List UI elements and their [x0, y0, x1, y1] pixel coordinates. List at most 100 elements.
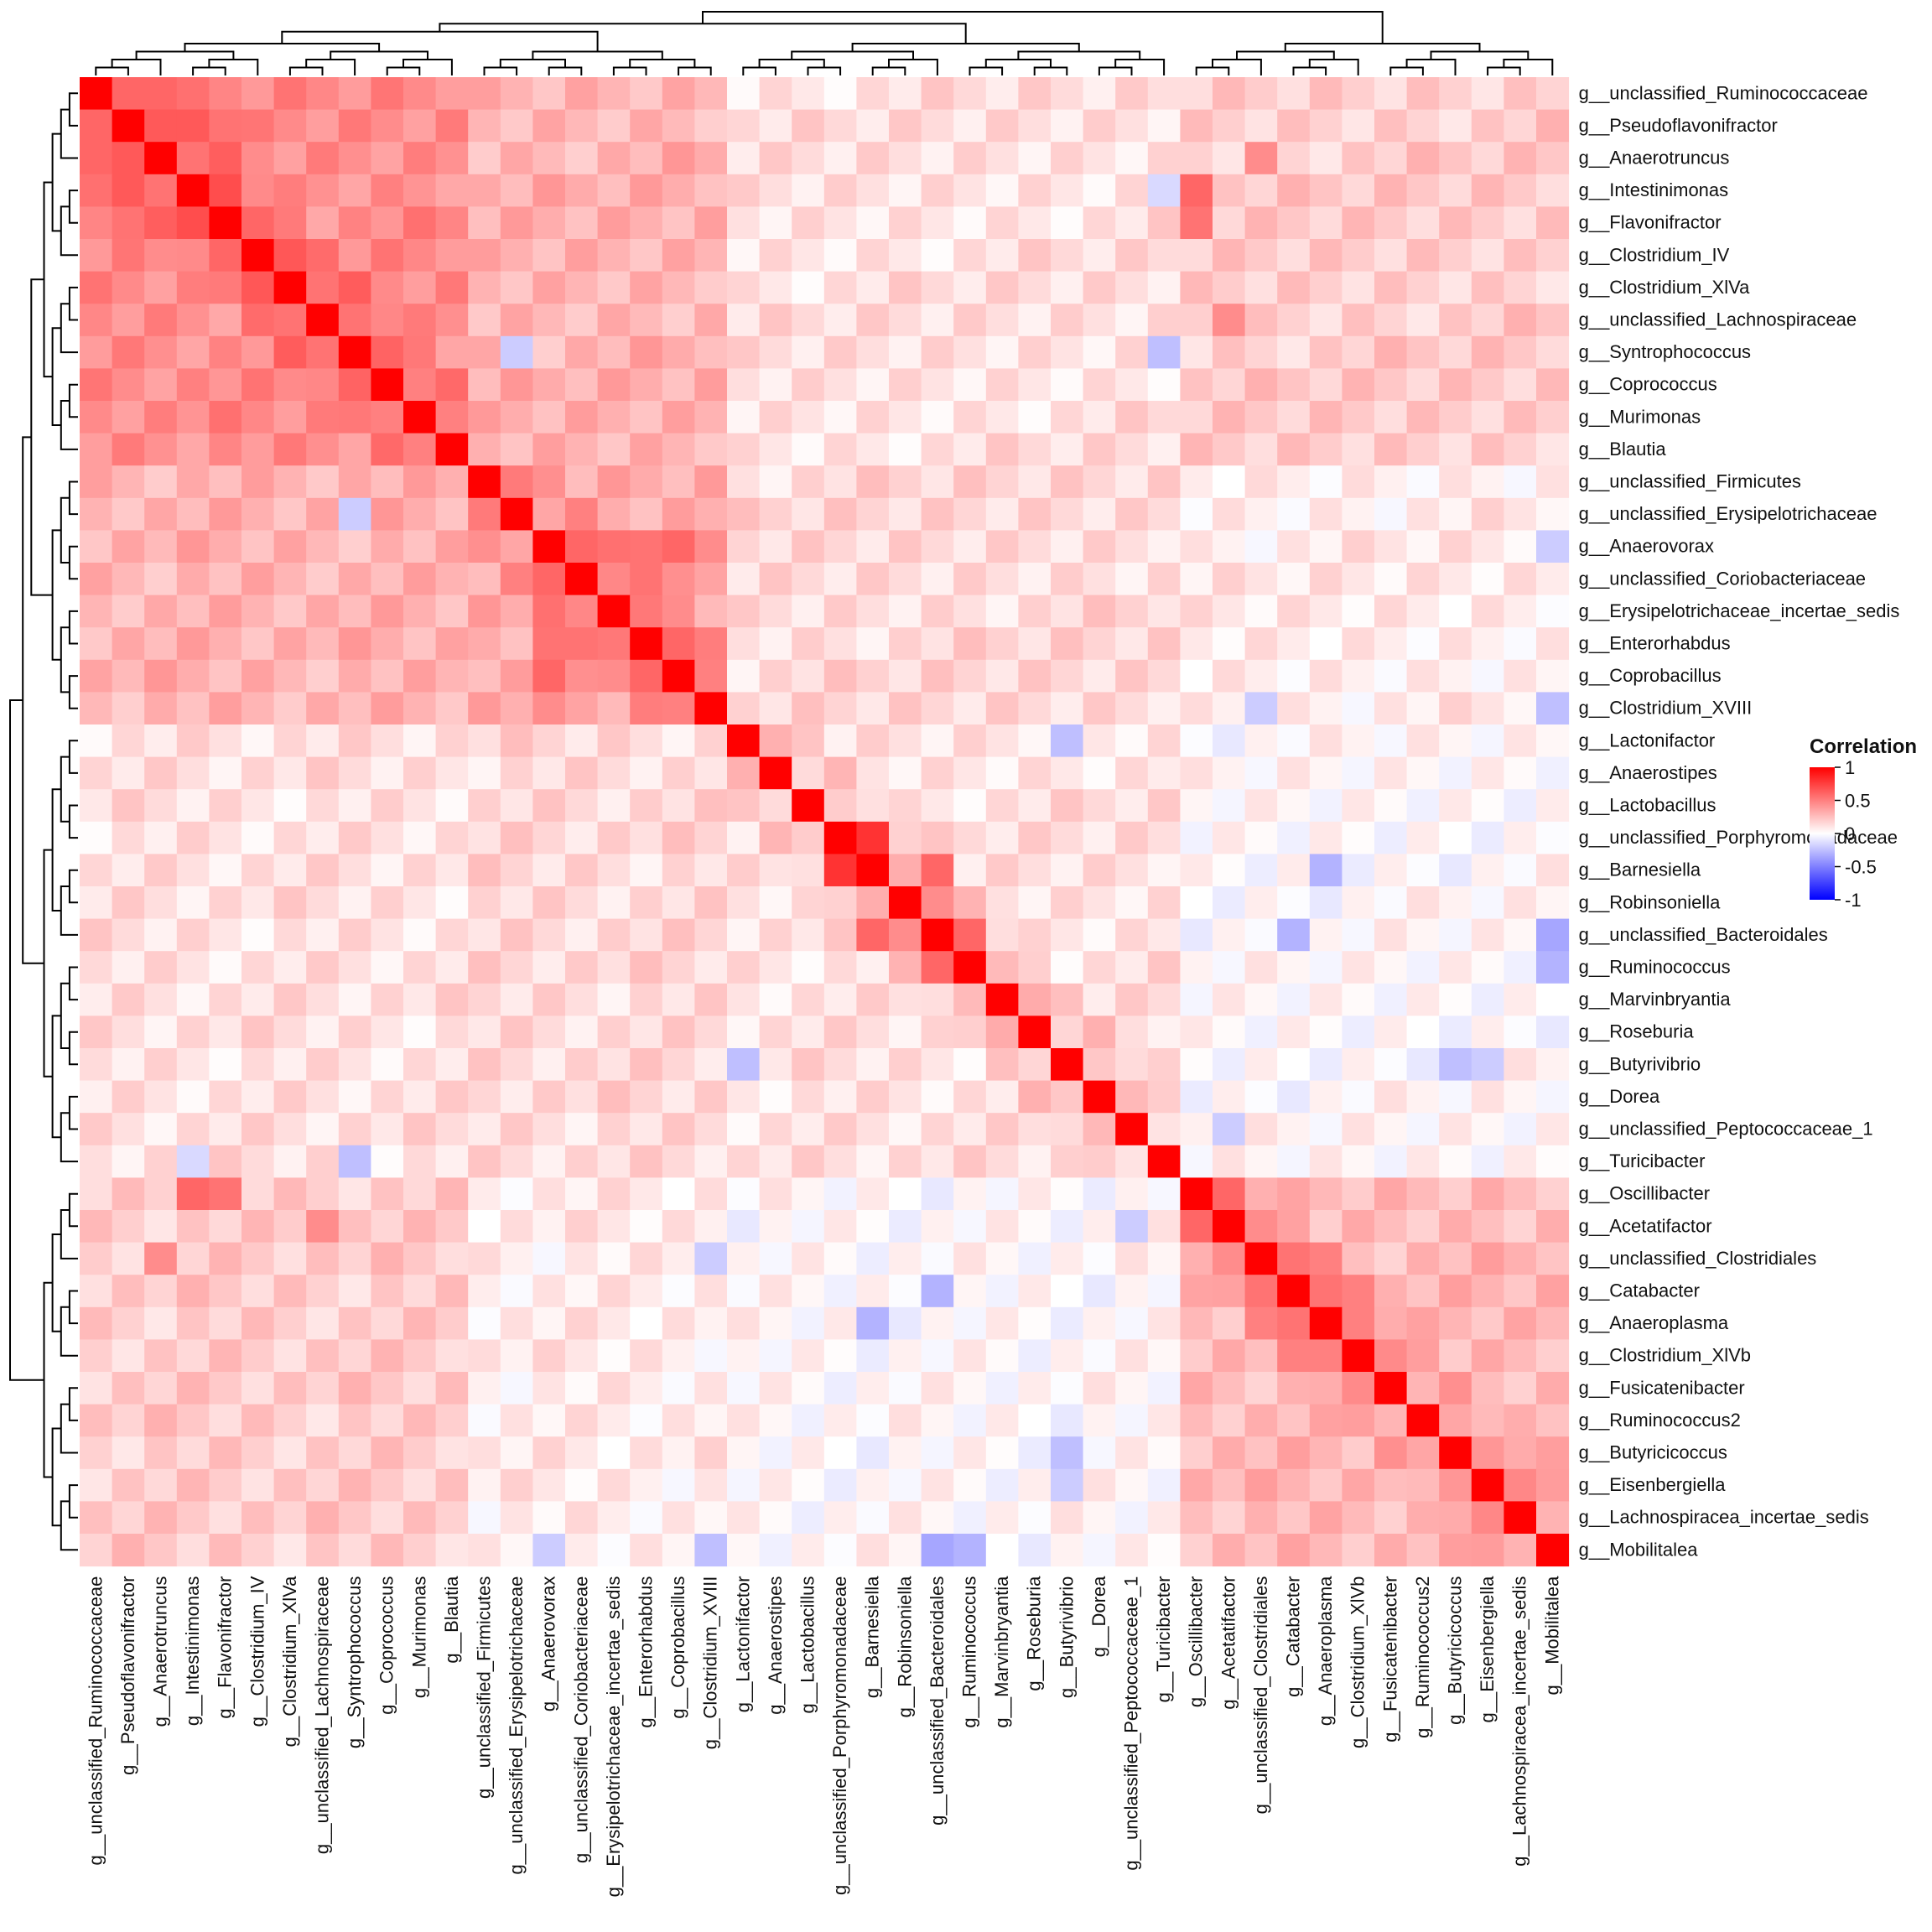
heatmap-cell	[759, 563, 792, 596]
heatmap-cell	[144, 1339, 178, 1373]
heatmap-cell	[500, 206, 533, 240]
heatmap-cell	[500, 1339, 533, 1373]
heatmap-cell	[985, 1404, 1019, 1437]
heatmap-cell	[1115, 239, 1149, 273]
heatmap-cell	[403, 401, 437, 434]
heatmap-cell	[1277, 1501, 1311, 1535]
heatmap-cell	[468, 789, 501, 823]
dendrogram-branch	[51, 788, 61, 911]
dendrogram-branch	[1017, 50, 1141, 60]
heatmap-cell	[273, 789, 307, 823]
heatmap-cell	[727, 1242, 761, 1275]
heatmap-cell	[435, 1015, 469, 1049]
heatmap-cell	[1471, 659, 1504, 693]
heatmap-cell	[1083, 1404, 1116, 1437]
heatmap-cell	[306, 368, 340, 402]
heatmap-cell	[273, 918, 307, 952]
dendrogram-branch	[51, 327, 61, 426]
heatmap-cell	[662, 271, 695, 304]
heatmap-cell	[242, 951, 275, 984]
heatmap-cell	[338, 918, 371, 952]
heatmap-cell	[856, 77, 890, 111]
heatmap-cell	[856, 401, 890, 434]
column-label: g__Anaerostipes	[765, 1576, 786, 1715]
heatmap-cell	[985, 756, 1019, 790]
heatmap-cell	[80, 1210, 113, 1244]
row-label: g__Barnesiella	[1579, 860, 1701, 880]
heatmap-cell	[597, 1339, 631, 1373]
heatmap-cell	[80, 1404, 113, 1437]
heatmap-cell	[176, 1501, 210, 1535]
heatmap-cell	[112, 1534, 145, 1567]
heatmap-cell	[306, 530, 340, 564]
heatmap-cell	[1180, 1275, 1213, 1308]
heatmap-cell	[242, 1372, 275, 1405]
heatmap-cell	[1213, 1048, 1246, 1082]
heatmap-cell	[1147, 627, 1181, 661]
heatmap-cell	[1018, 530, 1052, 564]
heatmap-cell	[985, 77, 1019, 111]
heatmap-cell	[80, 206, 113, 240]
heatmap-cell	[532, 1048, 566, 1082]
heatmap-cell	[1147, 724, 1181, 758]
heatmap-cell	[1471, 983, 1504, 1016]
heatmap-cell	[468, 1080, 501, 1114]
heatmap-cell	[338, 789, 371, 823]
heatmap-cell	[1406, 1306, 1440, 1340]
heatmap-cell	[112, 756, 145, 790]
heatmap-cell	[694, 1468, 728, 1502]
heatmap-cell	[144, 1210, 178, 1244]
heatmap-cell	[532, 1339, 566, 1373]
heatmap-cell	[1277, 951, 1311, 984]
heatmap-cell	[80, 497, 113, 531]
heatmap-cell	[1244, 724, 1278, 758]
heatmap-cell	[468, 724, 501, 758]
heatmap-cell	[921, 1534, 954, 1567]
heatmap-cell	[823, 918, 857, 952]
heatmap-cell	[242, 983, 275, 1016]
heatmap-cell	[273, 951, 307, 984]
heatmap-cell	[1309, 1534, 1343, 1567]
heatmap-cell	[1504, 1242, 1537, 1275]
heatmap-cell	[144, 433, 178, 466]
heatmap-cell	[1342, 1501, 1375, 1535]
heatmap-cell	[1504, 692, 1537, 725]
heatmap-cell	[889, 854, 922, 887]
heatmap-cell	[792, 1275, 825, 1308]
heatmap-cell	[532, 530, 566, 564]
heatmap-cell	[1406, 368, 1440, 402]
heatmap-cell	[1374, 1015, 1408, 1049]
heatmap-cell	[985, 563, 1019, 596]
heatmap-cell	[856, 1436, 890, 1470]
heatmap-cell	[792, 109, 825, 143]
heatmap-cell	[1244, 335, 1278, 369]
heatmap-cell	[273, 627, 307, 661]
heatmap-cell	[597, 206, 631, 240]
heatmap-cell	[1180, 563, 1213, 596]
heatmap-cell	[532, 206, 566, 240]
heatmap-cell	[1309, 563, 1343, 596]
column-label: g__Coprococcus	[377, 1576, 397, 1715]
heatmap-cell	[1374, 142, 1408, 175]
heatmap-cell	[112, 1306, 145, 1340]
heatmap-cell	[1018, 1275, 1052, 1308]
heatmap-cell	[921, 271, 954, 304]
heatmap-cell	[403, 1436, 437, 1470]
heatmap-cell	[1244, 304, 1278, 337]
heatmap-cell	[630, 142, 663, 175]
heatmap-cell	[953, 627, 987, 661]
heatmap-cell	[403, 659, 437, 693]
heatmap-cell	[144, 109, 178, 143]
heatmap-cell	[1536, 756, 1570, 790]
heatmap-cell	[1083, 174, 1116, 207]
heatmap-cell	[1115, 1501, 1149, 1535]
heatmap-cell	[727, 1468, 761, 1502]
heatmap-cell	[532, 239, 566, 273]
heatmap-cell	[1244, 1339, 1278, 1373]
heatmap-cell	[1309, 854, 1343, 887]
heatmap-cell	[823, 142, 857, 175]
heatmap-cell	[209, 530, 242, 564]
heatmap-cell	[306, 465, 340, 499]
heatmap-cell	[565, 142, 599, 175]
dendrogram-branch	[1292, 66, 1327, 75]
